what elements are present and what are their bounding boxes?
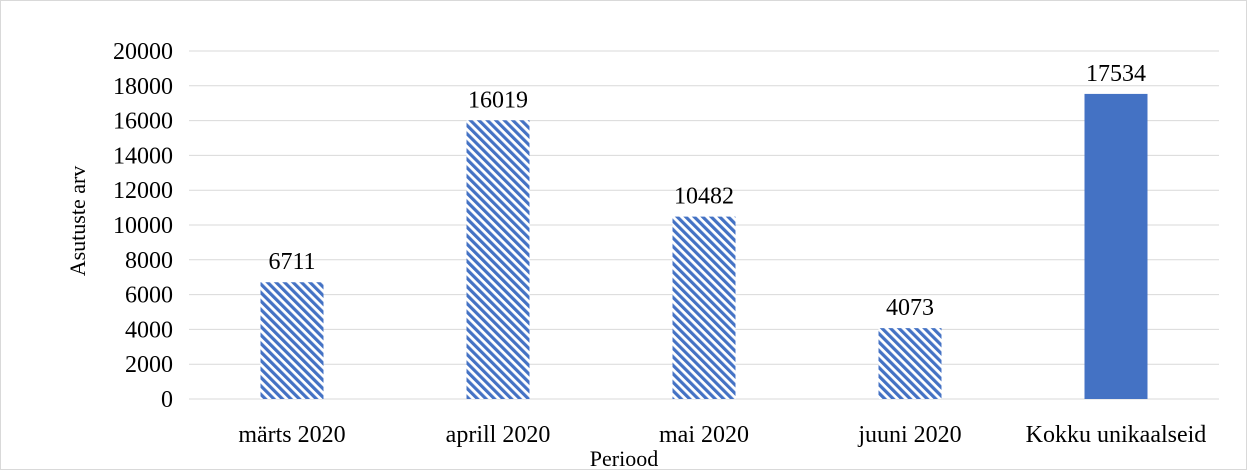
- bar-4: [878, 328, 942, 399]
- y-tick-label: 20000: [113, 39, 173, 65]
- bars: [260, 93, 1148, 400]
- y-tick-label: 12000: [113, 178, 173, 204]
- y-axis-title: Asutuste arv: [65, 166, 90, 277]
- data-label-4: 4073: [886, 295, 934, 321]
- category-labels: märts 2020 aprill 2020 mai 2020 juuni 2020 K…: [238, 422, 1206, 448]
- y-tick-label: 0: [161, 387, 173, 413]
- bar-2: [466, 120, 530, 399]
- bar-1: [260, 282, 324, 399]
- y-tick-label: 4000: [125, 317, 173, 343]
- y-tick-label: 18000: [113, 74, 173, 100]
- bar-3: [672, 216, 736, 399]
- data-labels: 6711 16019 10482 4073 17534: [268, 61, 1146, 321]
- bar-5: [1084, 93, 1148, 400]
- y-tick-label: 16000: [113, 109, 173, 135]
- data-label-2: 16019: [468, 87, 528, 113]
- data-label-5: 17534: [1086, 61, 1146, 87]
- y-tick-label: 6000: [125, 283, 173, 309]
- y-tick-label: 8000: [125, 248, 173, 274]
- data-label-3: 10482: [674, 184, 734, 210]
- category-label-4: juuni 2020: [857, 422, 961, 448]
- category-label-1: märts 2020: [238, 422, 345, 448]
- y-tick-label: 14000: [113, 143, 173, 169]
- y-axis-ticks: 0 2000 4000 6000 8000 10000 12000 14000 16000 180…: [113, 39, 173, 413]
- data-label-1: 6711: [268, 249, 315, 275]
- y-tick-label: 10000: [113, 213, 173, 239]
- category-label-3: mai 2020: [659, 422, 749, 448]
- y-tick-label: 2000: [125, 352, 173, 378]
- x-axis-title: Periood: [590, 446, 658, 469]
- category-label-5: Kokku unikaalseid: [1026, 422, 1207, 448]
- category-label-2: aprill 2020: [446, 422, 551, 448]
